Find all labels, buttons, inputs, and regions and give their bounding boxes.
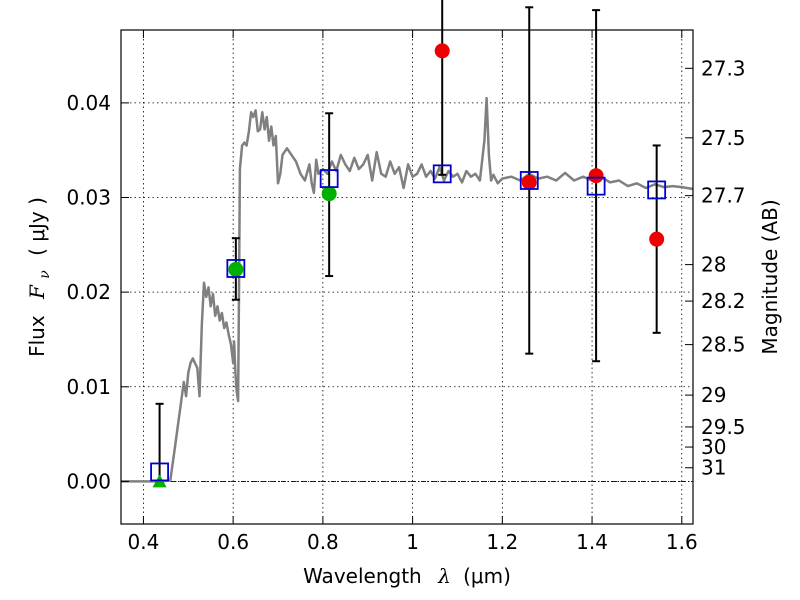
magnitude-tick-label: 27.3 (701, 56, 746, 80)
y-tick-label: 0.01 (66, 375, 111, 399)
model-photometry-square (226, 259, 246, 278)
x-tick-label: 1.2 (486, 530, 518, 554)
magnitude-tick-label: 28.5 (701, 333, 746, 357)
x-tick-label: 1.4 (576, 530, 608, 554)
magnitude-tick-label: 31 (701, 456, 726, 480)
model-photometry-square (150, 462, 169, 482)
x-tick-label: 1 (406, 530, 419, 554)
y-axis-label-prefix: Flux (25, 315, 49, 357)
magnitude-tick-label: 27.7 (701, 184, 746, 208)
x-tick-label: 0.4 (128, 530, 160, 554)
y-tick-label: 0.04 (66, 91, 111, 115)
model-spectrum-line (121, 96, 694, 483)
magnitude-tick-label: 28.2 (701, 289, 746, 313)
x-tick-label: 0.6 (217, 530, 249, 554)
y-tick-label: 0.00 (66, 469, 111, 493)
y-tick-label: 0.03 (66, 186, 111, 210)
model-photometry-square (319, 169, 339, 188)
model-photometry-layer (150, 164, 667, 482)
magnitude-tick-label: 27.5 (701, 126, 746, 150)
grid (121, 30, 693, 524)
y-axis-label-symbol: F (25, 284, 49, 300)
nir-point (649, 231, 665, 247)
y-axis-label-subscript: ν (37, 270, 53, 279)
magnitude-tick-label: 29.5 (701, 415, 746, 439)
x-axis-label-prefix: Wavelength (303, 564, 422, 588)
y-axis-label: Flux F ν ( μJy ) (25, 197, 54, 357)
magnitude-tick-label: 29 (701, 383, 726, 407)
ticks-layer (121, 30, 693, 524)
model-spectrum-layer (121, 96, 694, 483)
magnitude-tick-label: 30 (701, 435, 726, 459)
x-axis-label-unit: (μm) (463, 564, 511, 588)
x-axis-label-symbol: λ (437, 564, 451, 588)
model-photometry-square (519, 171, 539, 190)
detection-point (321, 186, 337, 202)
x-tick-label: 0.8 (307, 530, 339, 554)
x-axis-label: Wavelength λ (μm) (303, 564, 511, 588)
y2-axis-label: Magnitude (AB) (758, 199, 782, 354)
model-photometry-square (586, 176, 606, 196)
y-axis-label-unit: ( μJy ) (25, 197, 49, 256)
nir-point (521, 174, 537, 190)
nir-point (434, 43, 450, 59)
magnitude-tick-label: 28 (701, 253, 726, 277)
y-tick-label: 0.02 (66, 280, 111, 304)
tick-labels-layer: 0.4 0.6 0.8 1 1.2 1.4 1.6 0.00 0.01 0.02 0.03 0.04 2… (66, 56, 745, 554)
detection-point (228, 261, 244, 277)
plot-frame (120, 29, 694, 525)
model-photometry-square (432, 164, 452, 184)
x-tick-label: 1.6 (666, 530, 698, 554)
model-photometry-square (647, 180, 667, 200)
nir-point (588, 168, 604, 184)
